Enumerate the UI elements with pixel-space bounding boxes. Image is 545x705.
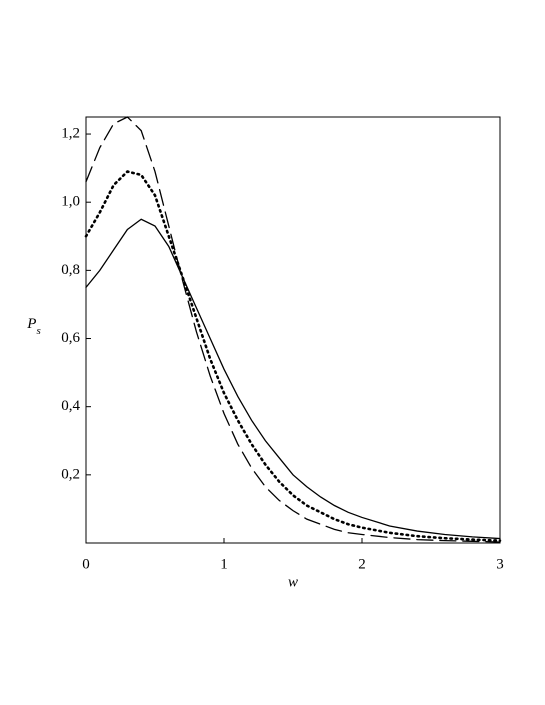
y-tick-label: 0,4: [61, 398, 80, 414]
x-tick-label: 2: [358, 556, 366, 572]
series-line: [84, 170, 502, 542]
y-tick-label: 1,2: [61, 125, 80, 141]
y-axis-label-main: P: [26, 316, 36, 332]
y-axis-label: Ps: [26, 316, 40, 336]
plot-frame: [85, 116, 501, 544]
series-line: [85, 116, 501, 543]
x-tick-label: 3: [496, 556, 504, 572]
y-tick-label: 0,6: [61, 330, 80, 346]
y-tick-label: 0,2: [61, 466, 80, 482]
y-axis-label-sub: s: [36, 325, 40, 337]
series-line: [85, 218, 501, 540]
y-tick-label: 0,8: [61, 262, 80, 278]
x-tick-label: 1: [220, 556, 228, 572]
x-axis-label: w: [288, 574, 298, 590]
y-tick-label: 1,0: [61, 194, 80, 210]
x-tick-label: 0: [82, 556, 90, 572]
